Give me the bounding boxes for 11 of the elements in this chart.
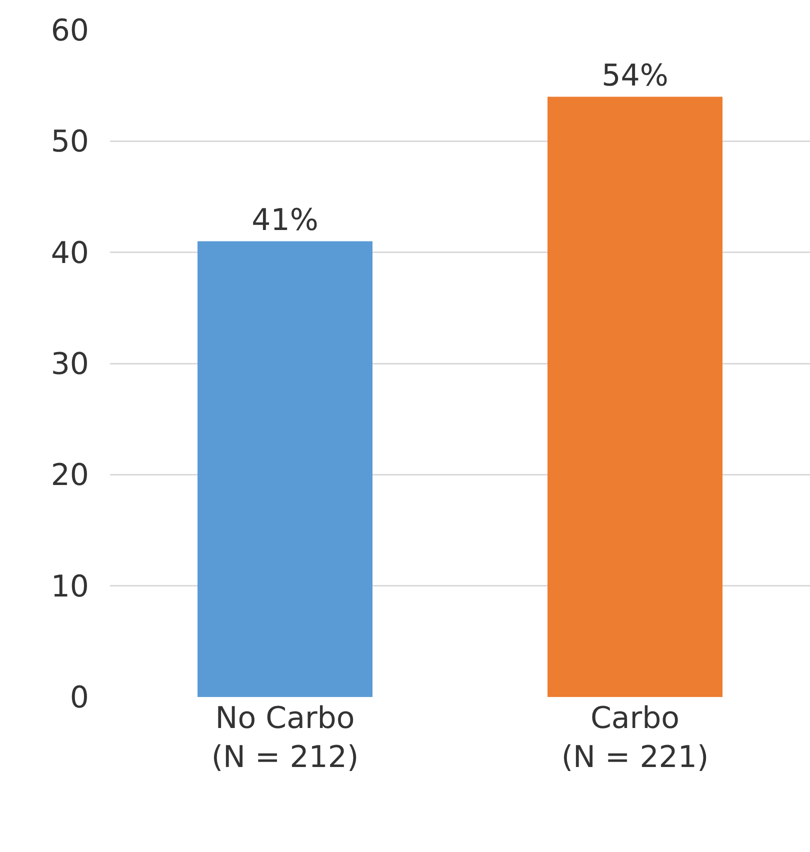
y-tick-label: 10 [50,569,89,604]
y-tick-label: 50 [50,124,89,160]
data-label: 54% [602,58,668,94]
y-tick-label: 40 [50,236,89,271]
y-tick-label: 30 [50,347,89,382]
data-label: 41% [252,203,318,238]
y-tick-label: 60 [50,14,89,48]
x-tick-label: No Carbo (N = 212) [211,701,359,775]
y-tick-label: 20 [50,458,89,494]
y-tick-label: 0 [70,680,89,716]
x-tick-label: Carbo (N = 221) [561,701,709,775]
